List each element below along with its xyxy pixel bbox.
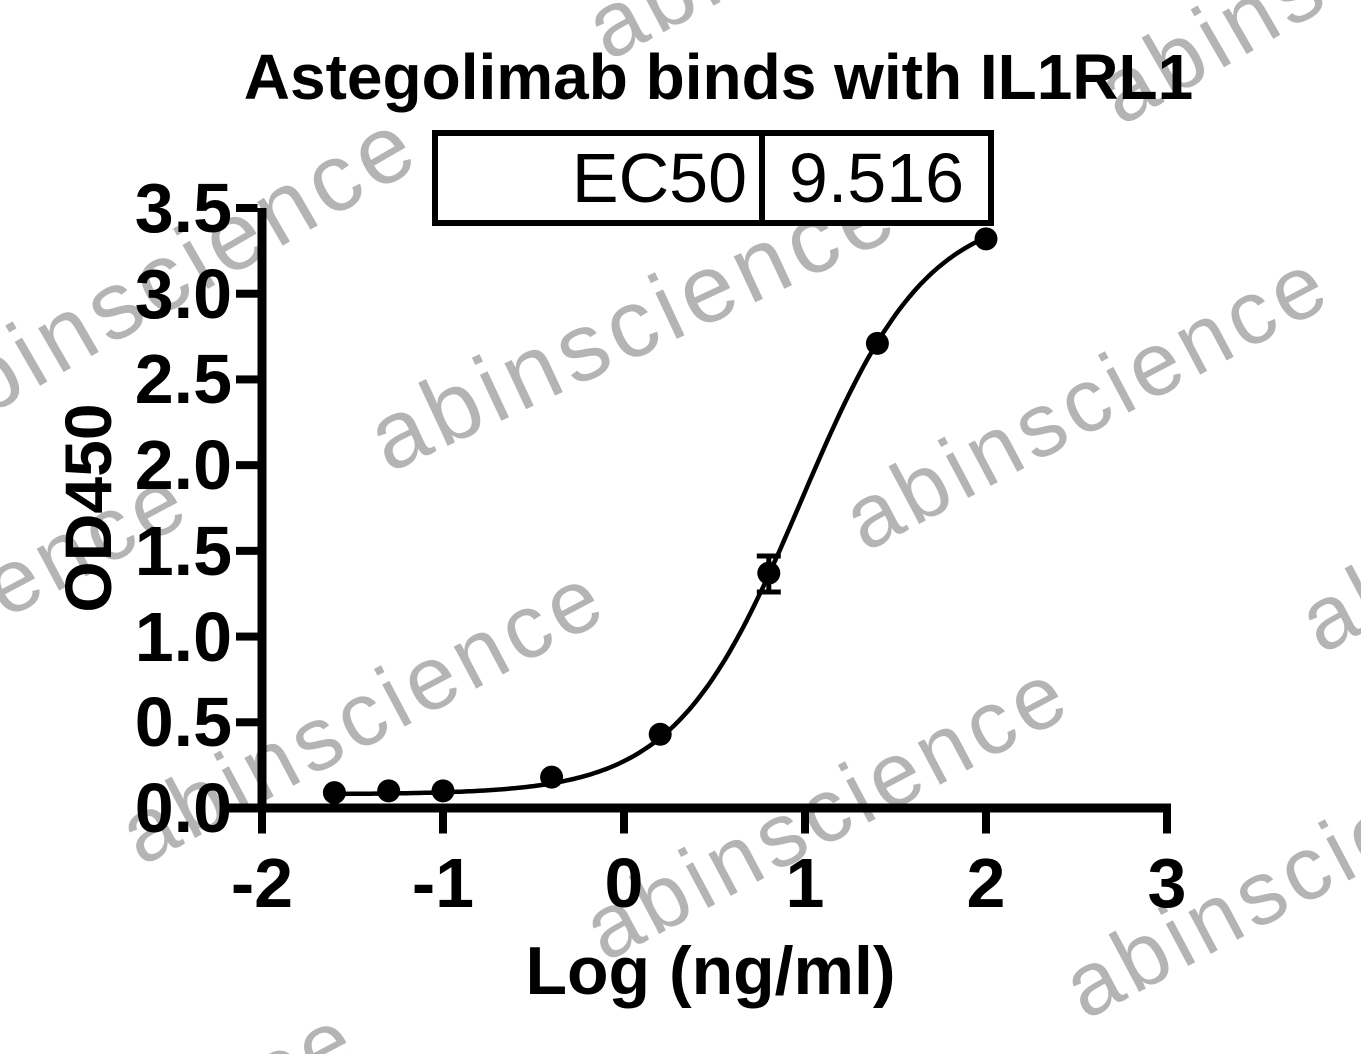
y-tick-label: 0.5	[134, 683, 232, 762]
y-tick-mark	[236, 718, 258, 727]
x-tick-label: 0	[604, 844, 644, 922]
data-point-marker	[431, 779, 455, 803]
x-tick-label: 1	[785, 844, 825, 922]
y-tick-mark	[236, 375, 258, 384]
x-tick-label: -1	[411, 844, 475, 922]
data-point-marker	[757, 561, 781, 585]
y-tick-label: 1.0	[134, 597, 232, 676]
ec50-table: EC50 9.516	[432, 130, 994, 226]
data-point-marker	[322, 781, 346, 805]
x-tick-mark	[439, 812, 447, 834]
x-tick-mark	[982, 812, 990, 834]
y-tick-label: 1.5	[134, 511, 232, 590]
x-axis-label: Log (ng/ml)	[525, 933, 896, 1009]
x-tick-label: 3	[1147, 844, 1187, 922]
x-axis-line	[228, 803, 1171, 813]
y-tick-label: 3.0	[134, 254, 232, 333]
data-point-marker	[377, 779, 401, 803]
y-tick-mark	[236, 461, 258, 470]
data-point-marker	[865, 331, 889, 355]
y-tick-label: 2.5	[134, 340, 232, 419]
y-tick-mark	[236, 546, 258, 555]
y-tick-label: 2.0	[134, 426, 232, 505]
y-tick-label: 3.5	[134, 169, 232, 247]
x-tick-mark	[258, 812, 266, 834]
data-point-marker	[648, 722, 672, 746]
chart-title: Astegolimab binds with IL1RL1	[243, 41, 1194, 113]
ec50-label-cell: EC50	[438, 136, 765, 220]
ec50-value-cell: 9.516	[788, 139, 965, 217]
y-tick-mark	[236, 804, 258, 812]
x-tick-mark	[1163, 812, 1171, 834]
data-point-marker	[974, 227, 998, 251]
y-axis-line	[257, 208, 267, 813]
x-tick-label: 2	[966, 844, 1006, 922]
x-tick-mark	[801, 812, 809, 834]
y-tick-mark	[236, 204, 258, 212]
y-tick-mark	[236, 632, 258, 641]
x-tick-label: -2	[230, 844, 294, 922]
y-tick-mark	[236, 289, 258, 298]
data-point-marker	[540, 765, 564, 789]
x-tick-mark	[620, 812, 628, 834]
y-tick-label: 0.0	[134, 769, 232, 847]
